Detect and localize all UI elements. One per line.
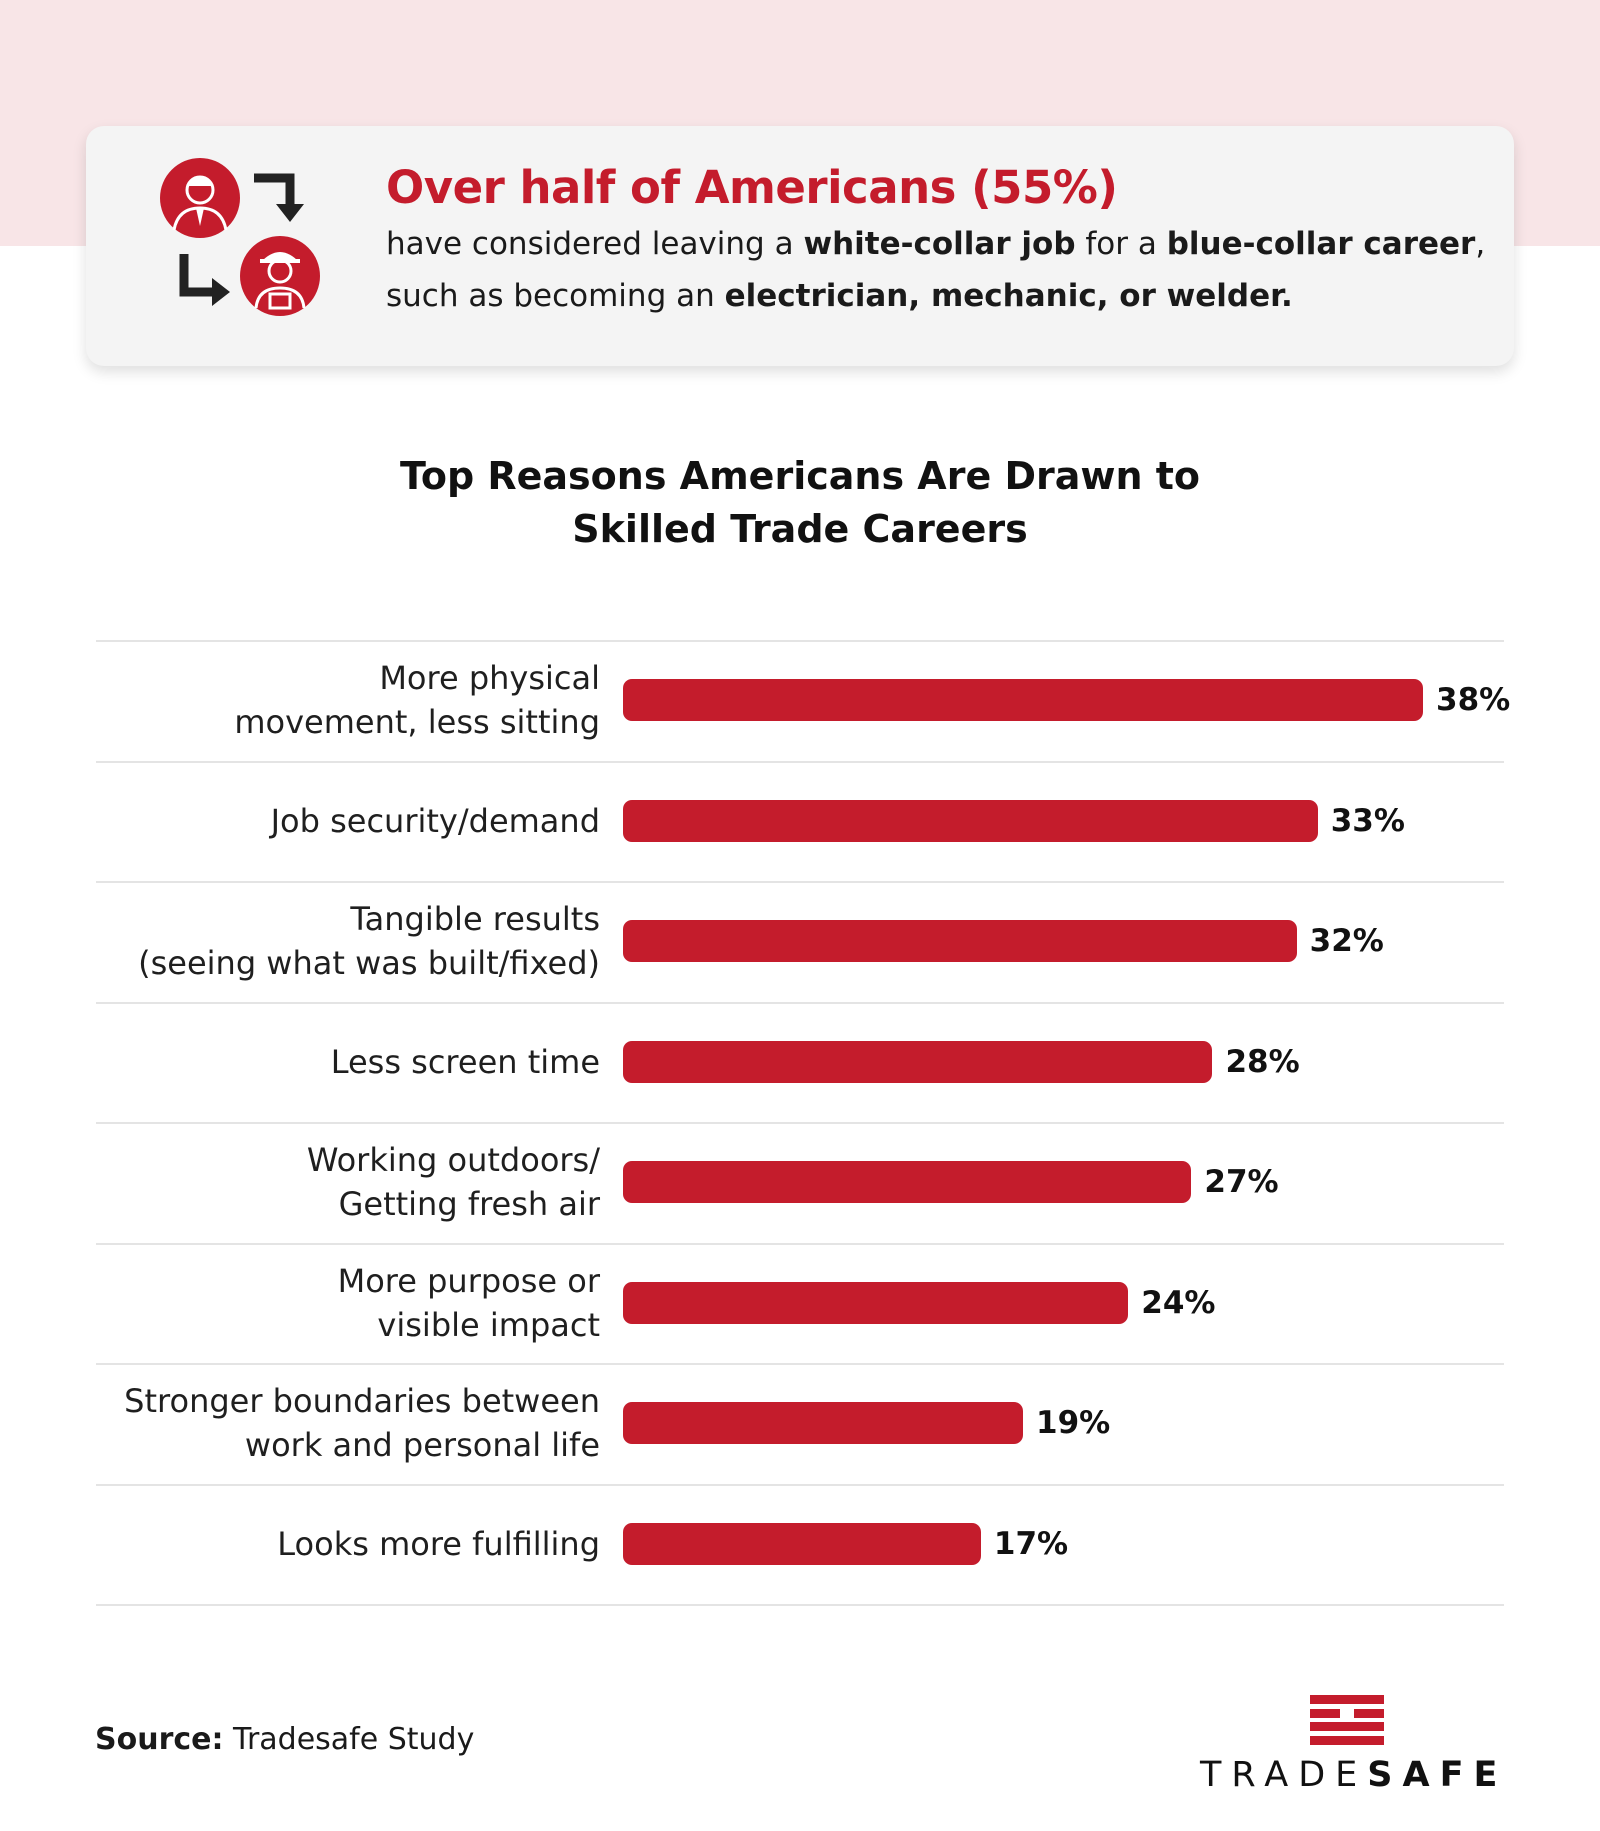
row-divider xyxy=(96,1122,1504,1124)
value-label: 38% xyxy=(1436,682,1511,719)
sub-bold-trades: electrician, mechanic, or welder. xyxy=(724,278,1293,314)
row-divider xyxy=(96,1242,1504,1245)
category-label: Working outdoors/Getting fresh air xyxy=(80,1138,600,1226)
value-label: 32% xyxy=(1309,923,1384,960)
chart-title-line-1: Top Reasons Americans Are Drawn to xyxy=(399,454,1201,498)
value-label: 27% xyxy=(1204,1164,1279,1201)
category-label: More purpose or visible impact xyxy=(80,1259,600,1347)
source-label: Source: xyxy=(95,1722,224,1757)
sub-text-3: , such as becoming an xyxy=(386,226,1486,314)
callout-headline: Over half of Americans (55%) xyxy=(386,161,1118,214)
bar xyxy=(623,1161,1192,1204)
row-divider xyxy=(96,760,1504,763)
bar xyxy=(623,920,1297,963)
callout-subtext: have considered leaving a white-collar j… xyxy=(386,218,1486,322)
sub-text-1: have considered leaving a xyxy=(386,226,804,262)
value-label: 17% xyxy=(993,1525,1069,1562)
arrow-right-down-icon xyxy=(254,173,304,222)
value-label: 19% xyxy=(1036,1405,1111,1442)
callout-text-block: Over half of Americans (55%) have consid… xyxy=(386,160,1486,322)
value-label: 24% xyxy=(1141,1284,1216,1321)
bar xyxy=(623,799,1318,842)
value-label: 28% xyxy=(1225,1043,1300,1080)
category-label: Stronger boundaries between work and pers… xyxy=(80,1379,600,1467)
category-label-line: More purpose or xyxy=(337,1261,600,1300)
value-label: 33% xyxy=(1330,802,1405,839)
row-divider xyxy=(96,881,1504,883)
sub-bold-white-collar: white-collar job xyxy=(803,226,1076,262)
category-label-line: Job security/demand xyxy=(270,801,600,840)
source-text: Tradesafe Study xyxy=(223,1722,475,1757)
bar xyxy=(623,1522,981,1565)
category-label-line: visible impact xyxy=(377,1305,600,1344)
category-label-line: movement, less sitting xyxy=(234,703,600,742)
career-switch-illustration xyxy=(160,156,340,326)
logo-word-trade: TRADE xyxy=(1200,1755,1368,1795)
category-label-line: More physical xyxy=(379,659,600,698)
category-label: Tangible results (seeing what was built/f… xyxy=(80,897,600,985)
category-label-line: Working outdoors/ xyxy=(306,1141,600,1180)
summary-callout-card: Over half of Americans (55%) have consid… xyxy=(86,126,1514,366)
category-label-line: Getting fresh air xyxy=(338,1185,600,1224)
tradesperson-icon xyxy=(240,236,320,316)
category-label-line: work and personal life xyxy=(244,1426,600,1465)
row-divider xyxy=(96,1483,1504,1486)
office-worker-icon xyxy=(160,158,240,238)
source-note: Source: Tradesafe Study xyxy=(95,1722,474,1757)
bar xyxy=(623,1040,1213,1083)
row-divider xyxy=(96,1001,1504,1004)
row-divider xyxy=(96,640,1504,642)
sub-text-2: for a xyxy=(1075,226,1167,262)
category-label-line: Less screen time xyxy=(330,1042,600,1081)
category-label: Job security/demand xyxy=(80,799,600,843)
logo-word-safe: SAFE xyxy=(1367,1755,1508,1795)
chart-title-line-2: Skilled Trade Careers xyxy=(572,507,1028,551)
bar xyxy=(623,679,1423,722)
row-divider xyxy=(96,1363,1504,1365)
category-label: Less screen time xyxy=(80,1040,600,1084)
category-label-line: Looks more fulfilling xyxy=(277,1524,600,1563)
tradesafe-logo: TRADESAFE xyxy=(1200,1695,1500,1795)
category-label: Looks more fulfilling xyxy=(80,1522,600,1566)
category-label-line: Tangible results xyxy=(350,900,600,939)
sub-bold-blue-collar: blue-collar career xyxy=(1166,226,1476,262)
category-label-line: Stronger boundaries between xyxy=(124,1382,600,1421)
bar xyxy=(623,1281,1129,1324)
chart-title: Top Reasons Americans Are Drawn to Skill… xyxy=(0,450,1600,556)
arrow-down-right-icon xyxy=(179,254,230,306)
bar xyxy=(623,1402,1023,1445)
logo-mark-icon xyxy=(1310,1695,1384,1745)
logo-wordmark: TRADESAFE xyxy=(1200,1755,1500,1795)
category-label-line: (seeing what was built/fixed) xyxy=(138,944,600,983)
row-divider xyxy=(96,1604,1504,1606)
category-label: More physical movement, less sitting xyxy=(80,656,600,744)
